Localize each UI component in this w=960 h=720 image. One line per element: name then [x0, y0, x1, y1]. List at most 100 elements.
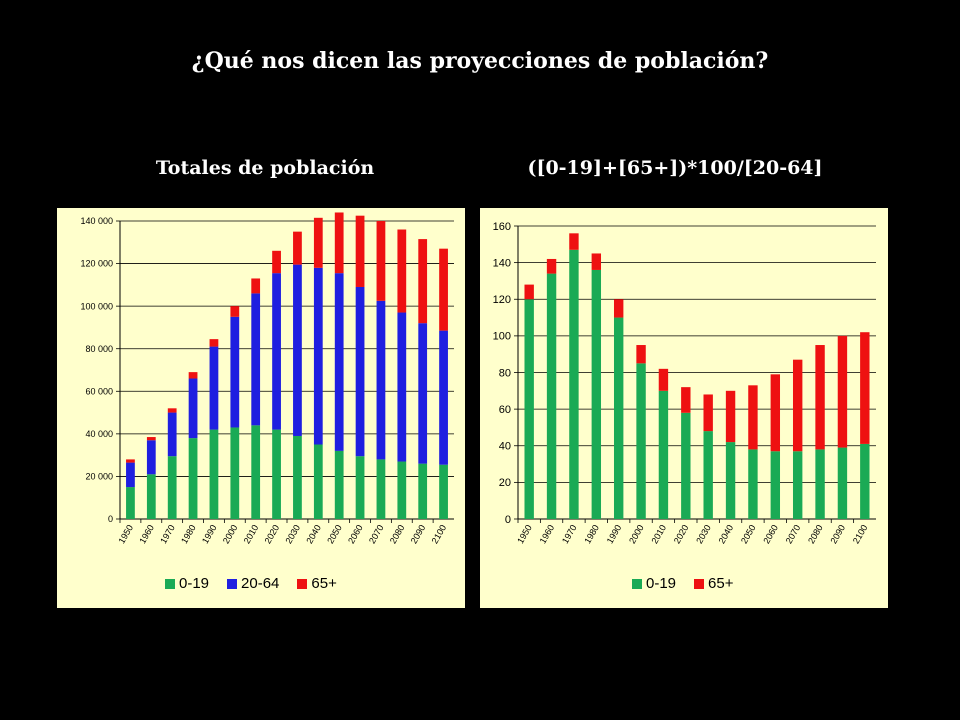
- left-chart-heading: Totales de población: [155, 157, 375, 179]
- legend-label-0-19: 0-19: [179, 575, 210, 592]
- bar-0-19-2030: [703, 431, 713, 519]
- x-tick-label: 2040: [717, 523, 736, 545]
- bar-20-64-2020: [272, 273, 281, 430]
- x-tick-label: 1990: [605, 523, 624, 545]
- bar-0-19-2090: [418, 463, 428, 519]
- bar-0-19-2070: [792, 451, 803, 519]
- x-tick-label: 2090: [409, 523, 428, 545]
- bar-0-19-1960: [546, 273, 557, 519]
- y-tick-label: 100: [493, 331, 511, 343]
- bar-20-64-1990: [209, 346, 219, 430]
- bar-20-64-2090: [418, 323, 428, 464]
- bar-20-64-2040: [313, 267, 323, 445]
- bar-0-19-2050: [748, 449, 758, 519]
- bar-20-64-2030: [293, 264, 302, 436]
- x-tick-label: 2010: [649, 523, 668, 545]
- bar-0-19-2010: [658, 390, 669, 519]
- x-tick-label: 2000: [627, 523, 646, 545]
- x-tick-label: 1970: [560, 523, 579, 545]
- x-tick-label: 1980: [179, 523, 198, 545]
- dependency-ratio-legend: 0-19 65+: [632, 575, 733, 592]
- bar-65-plus-1960: [546, 258, 557, 274]
- legend-item-20-64: 20-64: [227, 575, 279, 592]
- bar-65-plus-1950: [524, 284, 534, 300]
- legend-swatch-65-plus: [694, 578, 705, 589]
- bar-65-plus-2080: [815, 345, 825, 450]
- bar-65-plus-2060: [770, 374, 781, 452]
- bar-0-19-1980: [188, 438, 198, 519]
- x-tick-label: 2080: [806, 523, 825, 545]
- x-tick-label: 2010: [242, 523, 261, 545]
- x-tick-label: 1950: [116, 523, 135, 545]
- bar-65-plus-2100: [860, 332, 870, 444]
- legend-item-0-19: 0-19: [165, 575, 209, 592]
- y-tick-label: 0: [108, 514, 113, 524]
- bar-0-19-2020: [272, 429, 281, 519]
- bar-0-19-2080: [815, 449, 825, 519]
- bar-65-plus-2070: [376, 221, 386, 301]
- x-tick-label: 2060: [346, 523, 365, 545]
- bar-0-19-2100: [860, 443, 870, 519]
- y-tick-label: 20: [499, 477, 511, 489]
- bar-0-19-1980: [591, 269, 602, 519]
- legend-label-65-plus: 65+: [311, 575, 337, 592]
- bar-0-19-1970: [167, 456, 177, 519]
- x-tick-label: 2030: [283, 523, 302, 545]
- bar-20-64-2080: [397, 312, 407, 462]
- bar-0-19-2040: [313, 444, 323, 519]
- bar-20-64-1960: [146, 440, 156, 475]
- legend-label-0-19: 0-19: [646, 575, 677, 592]
- bar-20-64-2000: [230, 316, 240, 428]
- bar-65-plus-2010: [251, 278, 261, 294]
- bar-20-64-2050: [334, 273, 344, 451]
- y-tick-label: 140: [493, 257, 511, 269]
- y-tick-label: 40 000: [85, 429, 113, 439]
- legend-item-65-plus: 65+: [694, 575, 733, 592]
- population-totals-legend: 0-19 20-64 65+: [165, 575, 337, 592]
- bar-65-plus-2040: [313, 217, 323, 268]
- x-tick-label: 1960: [137, 523, 156, 545]
- bar-65-plus-2060: [355, 215, 365, 287]
- legend-swatch-20-64: [227, 578, 238, 589]
- y-tick-label: 60: [499, 404, 511, 416]
- bar-20-64-1950: [126, 462, 135, 488]
- right-chart-heading: ([0-19]+[65+])*100/[20-64]: [527, 157, 823, 179]
- legend-label-65-plus: 65+: [708, 575, 734, 592]
- slide-title: ¿Qué nos dicen las proyecciones de pobla…: [191, 48, 769, 74]
- x-tick-label: 2030: [694, 523, 713, 545]
- legend-item-0-19: 0-19: [632, 575, 676, 592]
- x-tick-label: 2070: [367, 523, 386, 545]
- bar-65-plus-2100: [439, 248, 448, 331]
- bar-65-plus-2050: [334, 212, 344, 274]
- bar-65-plus-1990: [209, 339, 219, 347]
- y-tick-label: 100 000: [80, 301, 113, 311]
- bar-0-19-1950: [126, 487, 135, 519]
- population-totals-plot: 0 20 000 40 000 60 000 80 000 100 000 120 000 1…: [80, 212, 454, 545]
- bar-20-64-1970: [167, 412, 177, 457]
- bar-65-plus-1950: [126, 459, 135, 463]
- x-tick-label: 2020: [672, 523, 691, 545]
- legend-swatch-0-19: [632, 578, 642, 589]
- bar-0-19-2090: [837, 447, 848, 519]
- bar-20-64-2010: [251, 293, 261, 426]
- bar-65-plus-1970: [569, 233, 579, 250]
- bar-0-19-2070: [376, 459, 386, 519]
- bar-20-64-2070: [376, 300, 386, 460]
- bar-65-plus-2090: [418, 239, 428, 324]
- bar-65-plus-2070: [792, 359, 803, 452]
- bar-0-19-2060: [770, 451, 781, 519]
- bar-65-plus-2020: [272, 250, 281, 274]
- bar-0-19-1950: [524, 299, 534, 519]
- bar-0-19-2080: [397, 461, 407, 519]
- bar-65-plus-1960: [146, 437, 156, 441]
- legend-swatch-65-plus: [297, 578, 308, 589]
- bar-65-plus-1980: [591, 253, 602, 270]
- bar-0-19-2100: [439, 464, 448, 519]
- bar-0-19-2010: [251, 425, 261, 519]
- x-tick-label: 1960: [538, 523, 557, 545]
- x-tick-label: 2050: [739, 523, 758, 545]
- bar-0-19-2000: [636, 363, 646, 519]
- y-tick-label: 120 000: [80, 259, 113, 269]
- y-tick-label: 80 000: [85, 344, 113, 354]
